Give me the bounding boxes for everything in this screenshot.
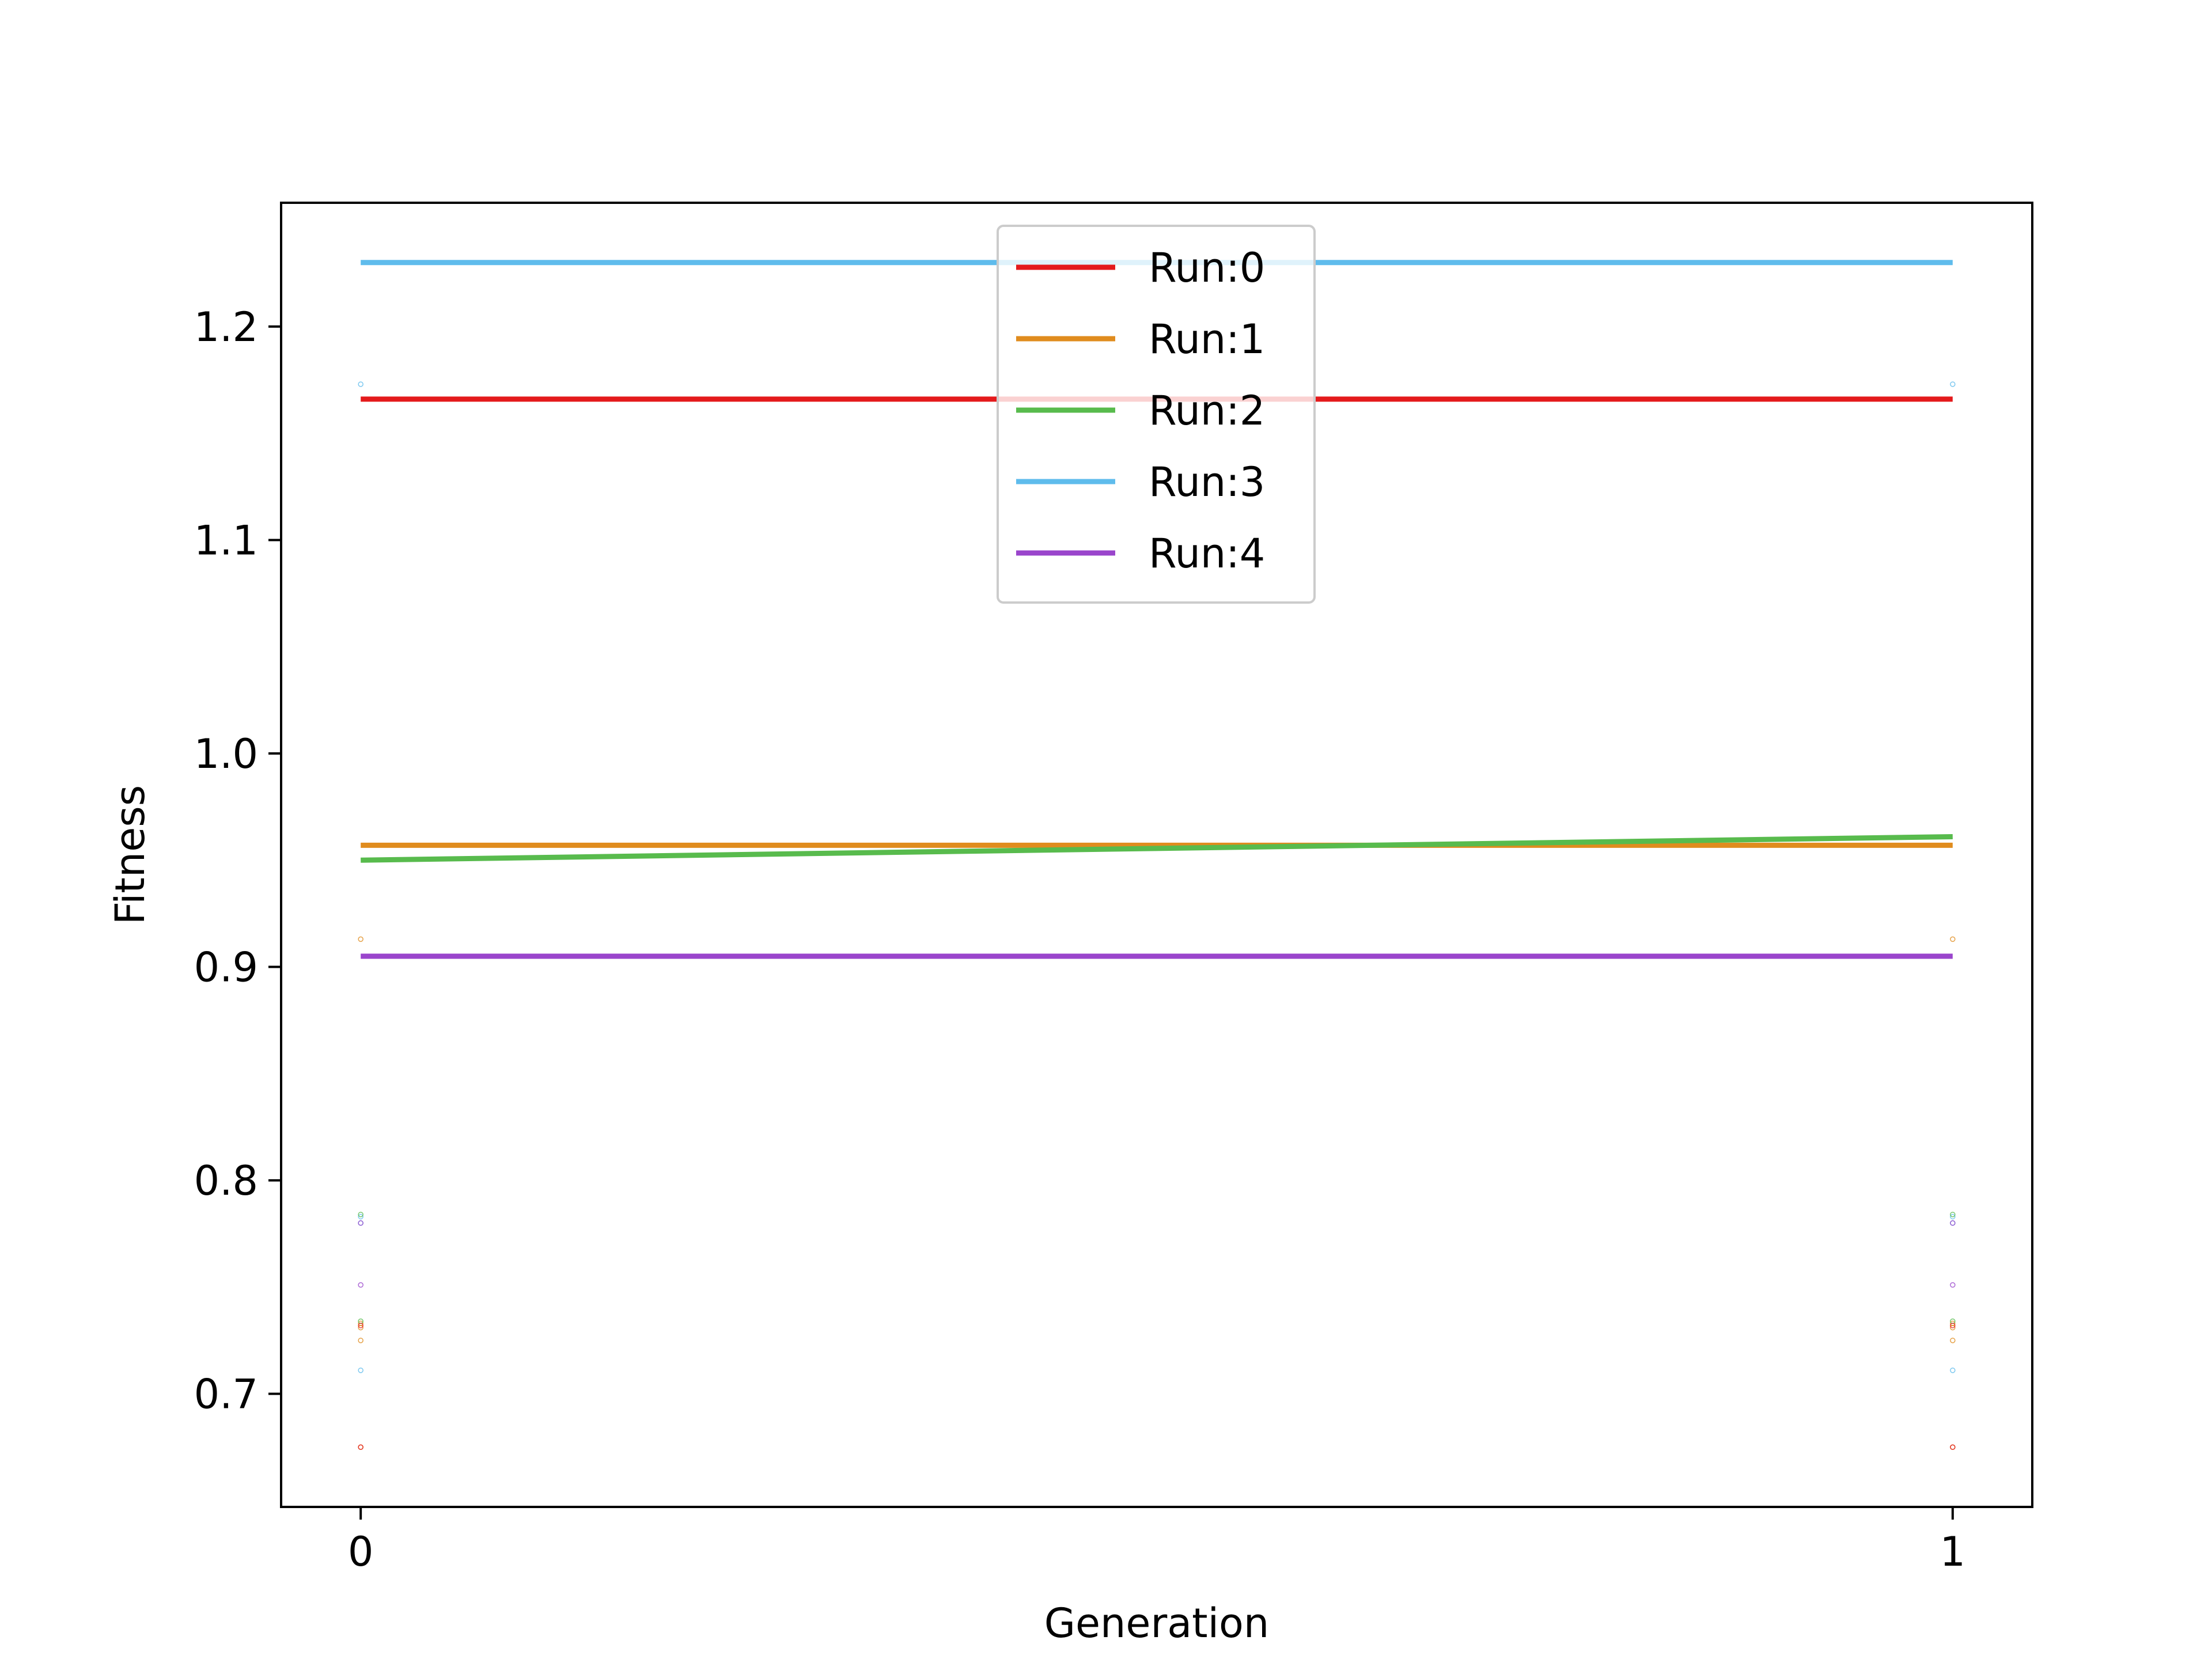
scatter-point (358, 1338, 363, 1343)
y-tick-label: 0.7 (194, 1371, 258, 1418)
scatter-point (1950, 936, 1956, 942)
scatter-point (358, 381, 363, 387)
scatter-point (358, 936, 363, 942)
scatter-point (1950, 1323, 1956, 1328)
legend-label: Run:1 (1149, 316, 1265, 363)
scatter-point (1950, 1338, 1956, 1343)
y-tick-label: 0.9 (194, 944, 258, 991)
legend-label: Run:3 (1149, 459, 1265, 506)
y-tick-label: 1.1 (194, 517, 258, 564)
series-line-run-2 (361, 834, 1953, 863)
scatter-point (1950, 1282, 1956, 1288)
scatter-point (358, 1211, 363, 1218)
x-axis-label: Generation (1044, 1600, 1270, 1647)
scatter-point (1950, 1220, 1956, 1226)
scatter-point (1950, 1324, 1956, 1331)
plot-area-frame (280, 202, 2033, 1508)
legend: Run:0 Run:1 Run:2 Run:3 Run:4 (997, 225, 1316, 604)
scatter-point (358, 1368, 363, 1373)
scatter-point (358, 1214, 363, 1219)
scatter-layer (358, 381, 1956, 1450)
y-axis-label: Fitness (107, 785, 154, 925)
y-axis: 0.7 0.8 0.9 1.0 1.1 1.2 (194, 304, 281, 1418)
scatter-point (358, 1324, 363, 1331)
scatter-point (1950, 1444, 1956, 1450)
legend-box (997, 225, 1316, 604)
scatter-point (358, 1282, 363, 1288)
y-tick-label: 1.0 (194, 730, 258, 778)
scatter-point (358, 1444, 363, 1450)
scatter-point (1950, 1211, 1956, 1218)
scatter-point (1950, 1368, 1956, 1373)
y-tick-label: 0.8 (194, 1157, 258, 1205)
scatter-point (1950, 1214, 1956, 1219)
legend-label: Run:4 (1149, 530, 1265, 577)
scatter-point (358, 1323, 363, 1328)
scatter-point (1950, 381, 1956, 387)
x-tick-label: 0 (348, 1528, 374, 1575)
scatter-point (358, 1220, 363, 1226)
legend-label: Run:2 (1149, 387, 1265, 434)
x-tick-label: 1 (1940, 1528, 1966, 1575)
y-tick-label: 1.2 (194, 304, 258, 351)
legend-label: Run:0 (1149, 244, 1265, 291)
